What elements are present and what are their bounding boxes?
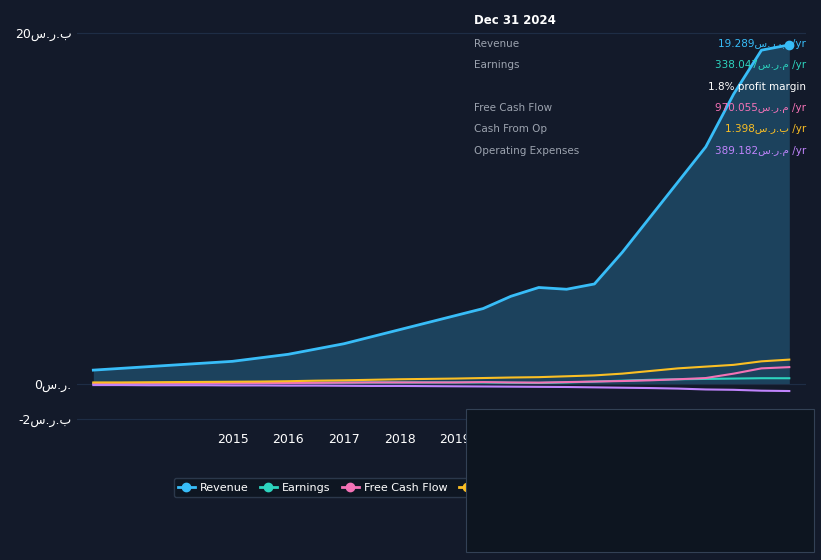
Legend: Revenue, Earnings, Free Cash Flow, Cash From Op, Operating Expenses: Revenue, Earnings, Free Cash Flow, Cash … [173,478,709,497]
Text: 1.8% profit margin: 1.8% profit margin [709,82,806,92]
Text: 338.047س.ر.م /yr: 338.047س.ر.م /yr [715,60,806,71]
Text: 1.398س.ر.ب /yr: 1.398س.ر.ب /yr [725,124,806,134]
Text: Cash From Op: Cash From Op [474,124,547,134]
Text: Revenue: Revenue [474,39,519,49]
Text: Earnings: Earnings [474,60,519,71]
Text: 389.182س.ر.م /yr: 389.182س.ر.م /yr [715,146,806,156]
Text: 19.289س.ر.ب /yr: 19.289س.ر.ب /yr [718,39,806,49]
Text: Dec 31 2024: Dec 31 2024 [474,14,556,27]
Text: 970.055س.ر.م /yr: 970.055س.ر.م /yr [715,103,806,113]
Text: Free Cash Flow: Free Cash Flow [474,103,552,113]
Text: Operating Expenses: Operating Expenses [474,146,579,156]
